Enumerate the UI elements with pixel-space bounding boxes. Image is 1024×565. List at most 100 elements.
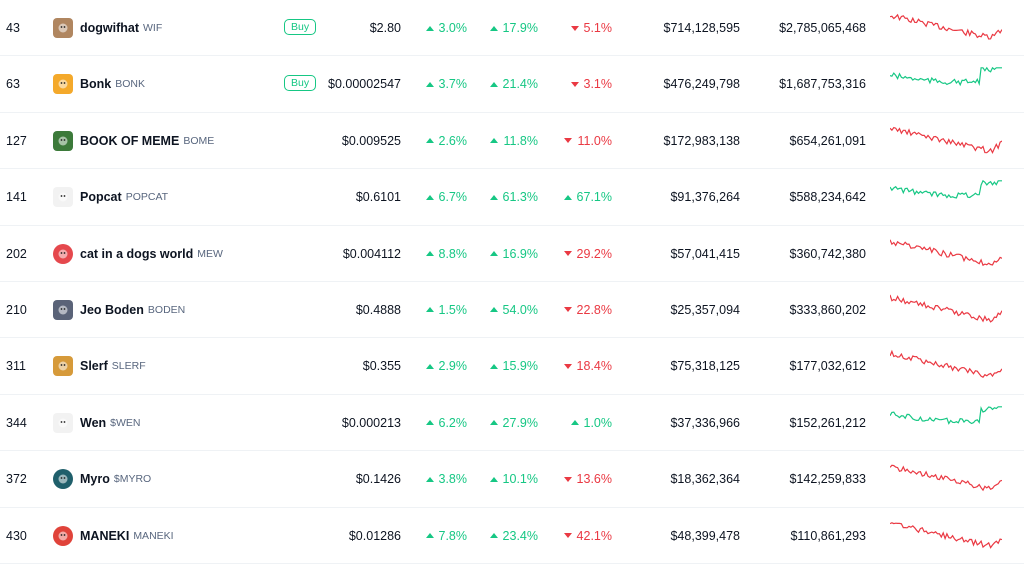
sparkline-chart [890, 126, 1002, 154]
table-row[interactable]: 344 Wen $WEN $0.000213 6.2% 27.9% 1.0% $… [0, 395, 1024, 452]
price: $0.000213 [341, 415, 401, 430]
table-row[interactable]: 372 Myro $MYRO $0.1426 3.8% 10.1% 13.6% … [0, 451, 1024, 508]
volume-24h: $142,259,833 [789, 472, 866, 487]
sparkline-7d[interactable] [890, 508, 1002, 564]
rank: 311 [6, 359, 26, 374]
volume-24h: $333,860,202 [789, 302, 866, 317]
table-row[interactable]: 311 Slerf SLERF $0.355 2.9% 15.9% 18.4% … [0, 338, 1024, 395]
coin-name: cat in a dogs world [80, 246, 194, 261]
change-24h: 61.3% [468, 169, 538, 225]
sparkline-chart [890, 180, 1002, 199]
change-arrow-icon [425, 476, 434, 482]
change-arrow-icon [489, 307, 498, 313]
change-1h: 3.8% [397, 451, 467, 507]
sparkline-line [890, 405, 1002, 425]
sparkline-7d[interactable] [890, 451, 1002, 507]
coin-symbol: BONK [115, 78, 146, 91]
table-row[interactable]: 141 Popcat POPCAT $0.6101 6.7% 61.3% 67.… [0, 169, 1024, 226]
coin-symbol: $WEN [110, 416, 141, 429]
coin-link[interactable]: Myro $MYRO [53, 451, 283, 507]
change-arrow-icon [425, 420, 434, 426]
change-24h-value: 27.9% [502, 415, 538, 430]
coin-name: Wen [80, 415, 107, 430]
price: $0.01286 [348, 528, 401, 543]
change-1h: 7.8% [397, 508, 467, 564]
sparkline-line [890, 67, 1002, 87]
sparkline-chart [890, 67, 1002, 87]
change-1h: 2.9% [397, 338, 467, 394]
frog-book-icon [53, 130, 73, 151]
market-cap: $714,128,595 [663, 21, 740, 35]
change-arrow-icon [563, 251, 572, 257]
change-24h-value: 21.4% [502, 77, 538, 92]
table-row[interactable]: 210 Jeo Boden BODEN $0.4888 1.5% 54.0% 2… [0, 282, 1024, 339]
change-7d: 42.1% [542, 508, 612, 564]
coin-symbol: WIF [143, 22, 163, 34]
coin-link[interactable]: BOOK OF MEME BOME [53, 113, 283, 169]
volume-24h: $152,261,212 [789, 415, 866, 430]
myro-dog-icon [53, 469, 73, 490]
change-arrow-icon [570, 420, 579, 426]
change-arrow-icon [564, 138, 573, 144]
coin-link[interactable]: MANEKI MANEKI [53, 508, 283, 564]
market-cap: $75,318,125 [670, 359, 740, 374]
change-7d: 18.4% [542, 338, 612, 394]
coin-link[interactable]: Wen $WEN [53, 395, 283, 451]
rank: 430 [6, 528, 27, 543]
change-1h-value: 6.7% [438, 190, 468, 205]
change-1h-value: 8.8% [438, 246, 468, 261]
sparkline-7d[interactable] [890, 338, 1002, 394]
sparkline-7d[interactable] [890, 395, 1002, 451]
sparkline-line [890, 464, 1002, 492]
coin-link[interactable]: Bonk BONK [53, 56, 283, 112]
coin-link[interactable]: Popcat POPCAT [53, 169, 283, 225]
change-7d: 1.0% [542, 395, 612, 451]
change-1h: 1.5% [397, 282, 467, 338]
sparkline-line [890, 126, 1002, 154]
change-arrow-icon [489, 251, 498, 257]
market-cap: $18,362,364 [670, 472, 740, 487]
coin-link[interactable]: dogwifhat WIF [53, 0, 283, 56]
sparkline-7d[interactable] [890, 56, 1002, 112]
coin-link[interactable]: cat in a dogs world MEW [53, 226, 283, 282]
coin-name: Popcat [80, 190, 122, 205]
change-arrow-icon [425, 307, 434, 313]
shiba-dog-icon [53, 74, 73, 95]
sparkline-7d[interactable] [890, 226, 1002, 282]
sparkline-7d[interactable] [890, 282, 1002, 338]
table-row[interactable]: 430 MANEKI MANEKI $0.01286 7.8% 23.4% 42… [0, 508, 1024, 564]
coin-symbol: POPCAT [125, 191, 169, 204]
table-row[interactable]: 63 Bonk BONK Buy $0.00002547 3.7% 21.4% … [0, 56, 1024, 113]
coin-name: Bonk [80, 77, 112, 92]
change-arrow-icon [570, 25, 579, 31]
change-24h: 17.9% [468, 0, 538, 56]
sparkline-7d[interactable] [890, 113, 1002, 169]
rank: 127 [6, 133, 27, 148]
sparkline-7d[interactable] [890, 169, 1002, 225]
change-1h-value: 3.7% [438, 77, 468, 92]
buy-button[interactable]: Buy [284, 19, 317, 35]
table-row[interactable]: 127 BOOK OF MEME BOME $0.009525 2.6% 11.… [0, 113, 1024, 170]
sparkline-7d[interactable] [890, 0, 1002, 56]
change-1h: 6.2% [397, 395, 467, 451]
table-row[interactable]: 43 dogwifhat WIF Buy $2.80 3.0% 17.9% 5.… [0, 0, 1024, 57]
coin-link[interactable]: Jeo Boden BODEN [53, 282, 283, 338]
cat-logo-icon [53, 243, 73, 264]
sparkline-line [890, 180, 1002, 199]
table-row[interactable]: 202 cat in a dogs world MEW $0.004112 8.… [0, 226, 1024, 282]
coin-symbol: MEW [197, 247, 223, 260]
sparkline-chart [890, 405, 1002, 425]
sparkline-line [890, 521, 1002, 549]
rank: 344 [6, 415, 27, 430]
coin-link[interactable]: Slerf SLERF [53, 338, 283, 394]
change-24h-value: 11.8% [503, 133, 538, 148]
change-7d-value: 67.1% [576, 190, 612, 205]
change-24h-value: 10.1% [502, 472, 538, 487]
market-cap: $25,357,094 [670, 302, 740, 317]
buy-button[interactable]: Buy [284, 75, 317, 92]
change-1h: 8.8% [397, 226, 467, 282]
change-1h: 6.7% [397, 169, 467, 225]
market-cap: $37,336,966 [670, 415, 740, 430]
sparkline-line [890, 350, 1002, 379]
